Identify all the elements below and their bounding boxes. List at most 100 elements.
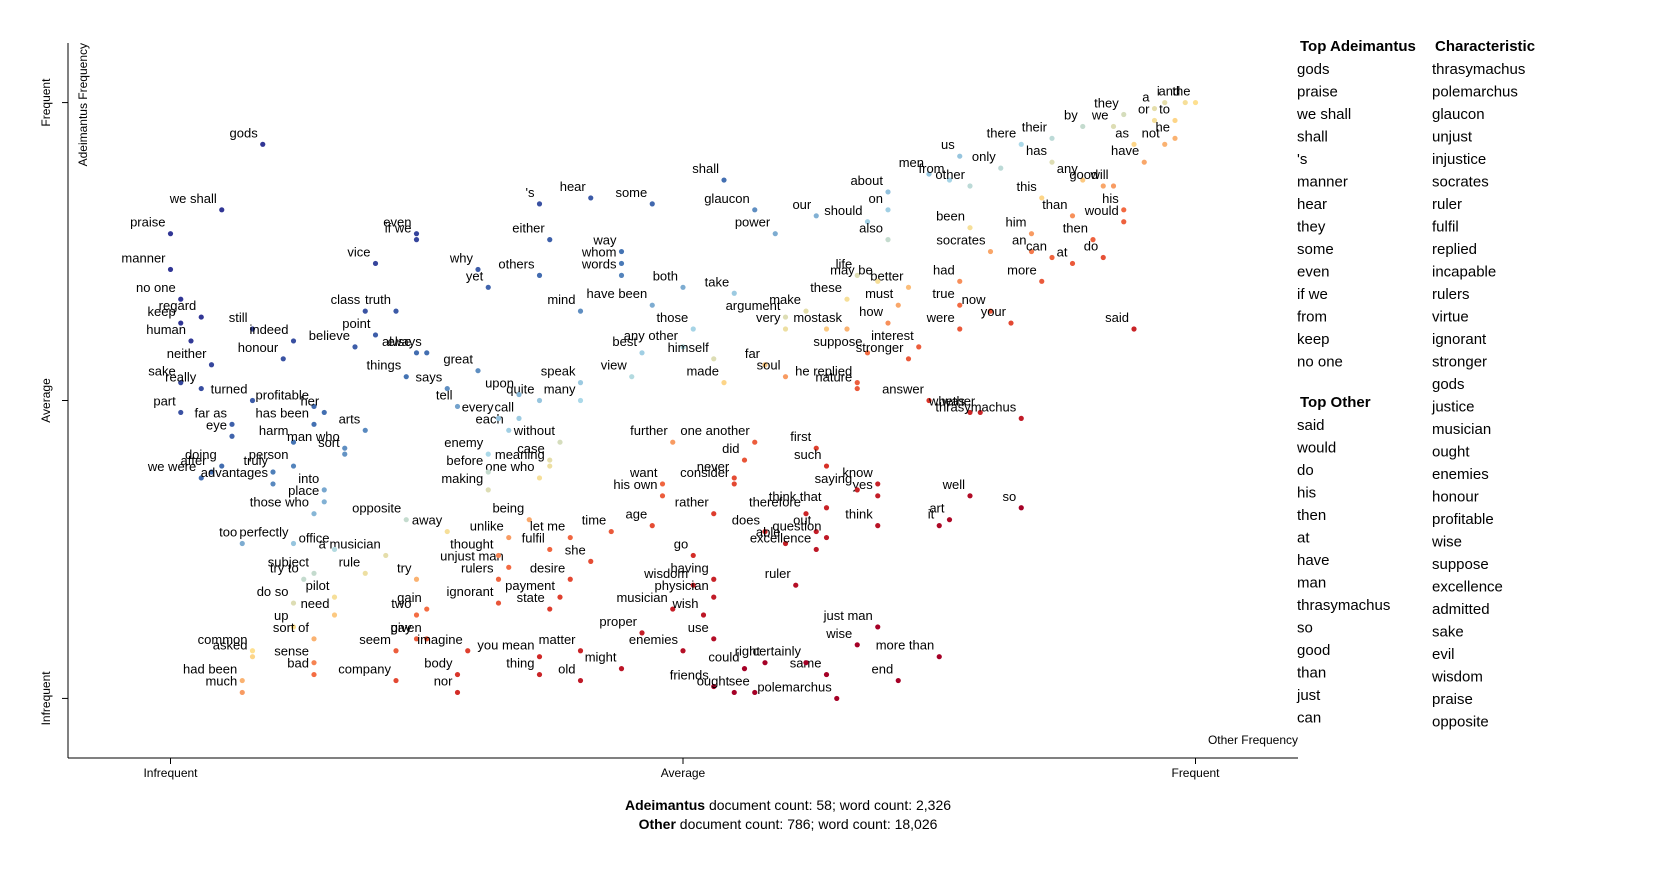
point [229,433,235,439]
list-word: gods [1432,376,1465,393]
list-word: keep [1297,331,1330,348]
point [1049,135,1055,141]
point [444,385,450,392]
point [1162,99,1168,106]
point [782,540,789,547]
point [721,177,727,183]
point [854,380,860,386]
list-word: ought [1432,444,1470,461]
point [1080,123,1086,130]
point [475,266,481,273]
point [803,308,809,314]
point [885,320,891,326]
point [557,439,563,445]
point-label: opposite [352,501,401,516]
point-label: had been [183,662,237,677]
point-label: how [859,304,883,319]
point [608,528,614,535]
point [485,469,491,475]
list-word: fulfil [1432,219,1459,236]
point-label: unlike [470,519,504,534]
footer-text: document count: 58; word count: 2,326 [705,797,951,813]
point [1192,99,1199,106]
point [1121,219,1127,225]
point-label: ignorant [447,584,494,599]
point [362,427,368,433]
point [782,326,789,332]
point-label: away [412,513,443,528]
point-label: art [929,501,945,516]
point-label: we shall [169,191,217,206]
point [454,671,461,678]
point-label: first [790,429,811,444]
list-word: praise [1432,691,1473,708]
point [424,350,430,356]
point-label: may be [830,262,873,277]
point-label: suppose [813,334,862,349]
point [1069,260,1076,267]
point-label: man who [287,429,340,444]
point [167,266,174,273]
point-label: at [1057,244,1068,259]
point [516,391,522,398]
point-label: much [205,673,237,688]
point-label: soul [757,358,781,373]
point [331,612,338,618]
point [393,677,399,684]
point [198,475,204,481]
point-label: point [342,316,371,331]
list-word: they [1297,219,1326,236]
point [1121,111,1127,118]
point-label: it [928,507,935,522]
list-word: even [1297,264,1330,281]
list-word: incapable [1432,264,1496,281]
point-label: sense [274,644,309,659]
footer-line: Adeimantus document count: 58; word coun… [625,797,951,813]
point-label: see [729,673,750,688]
list-word: then [1297,507,1326,524]
point [762,528,768,535]
point-label: must [865,286,894,301]
point-label: always [382,334,422,349]
point [936,654,942,660]
point-label: us [941,137,955,152]
point [618,260,625,267]
point-label: 's [526,185,535,200]
point-label: take [705,274,730,289]
point [741,457,748,463]
point-label: great [443,352,473,367]
list-word: ruler [1432,196,1462,213]
point-label: glaucon [704,191,750,206]
point [249,326,256,332]
point [577,648,584,654]
point [393,308,399,314]
point [793,582,799,588]
point [577,677,584,684]
point-label: perfectly [239,525,289,540]
point-label: were [926,310,955,325]
point-label: old [558,662,575,677]
point-label: one another [680,423,750,438]
point [711,356,717,362]
point [311,403,317,410]
point-label: or [1138,101,1150,116]
point [967,409,973,416]
point-label: use [688,620,709,635]
point [465,648,471,654]
list-word: glaucon [1432,106,1485,123]
point [239,540,245,547]
point-label: body [424,656,453,671]
point-label: does [732,513,761,528]
point [711,511,717,517]
point-label: life [836,256,853,271]
point [588,558,594,564]
list-word: wise [1431,534,1462,551]
point [547,457,553,463]
point-label: men [899,155,924,170]
point-label: turned [211,382,248,397]
point [567,534,573,541]
point [372,332,379,338]
point [731,481,737,487]
